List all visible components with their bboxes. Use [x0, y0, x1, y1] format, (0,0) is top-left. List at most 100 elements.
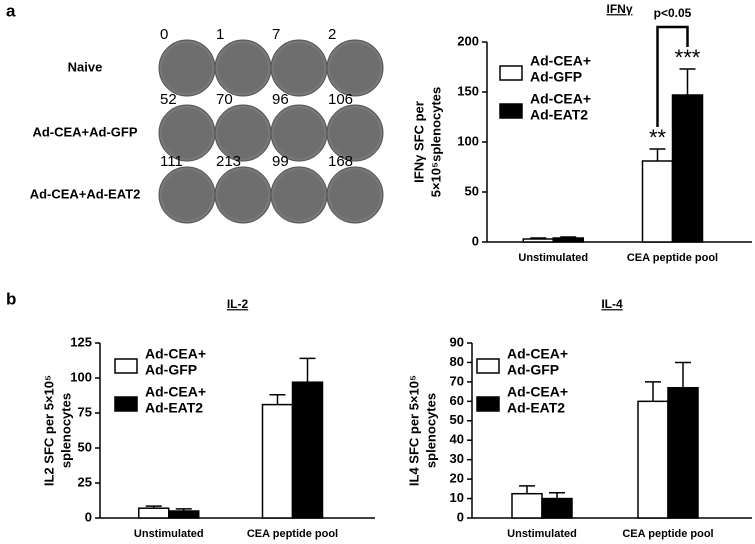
spot-count: 1	[216, 26, 224, 43]
legend-swatch	[476, 358, 500, 374]
bracket	[656, 25, 689, 127]
chart-title: IL-2	[227, 297, 249, 311]
y-tick-label: 0	[457, 509, 464, 524]
well-inner	[218, 43, 268, 93]
spot-count: 52	[160, 91, 177, 108]
legend-label: Ad-EAT2	[507, 400, 565, 416]
well-inner	[162, 43, 212, 93]
x-tick-label: Unstimulated	[134, 528, 204, 540]
well-inner	[330, 43, 380, 93]
spot-count: 7	[272, 26, 280, 43]
error-bar	[175, 508, 192, 511]
x-tick-label: CEA peptide pool	[627, 252, 718, 264]
legend-label: Ad-EAT2	[530, 107, 588, 123]
panel-label: b	[6, 289, 16, 308]
error-bar	[530, 237, 547, 239]
panel-label: a	[6, 1, 16, 20]
legend-label: Ad-CEA+	[507, 346, 568, 362]
y-tick-label: 90	[450, 334, 464, 349]
legend-label: Ad-CEA+	[507, 384, 568, 400]
bar	[511, 492, 543, 519]
error-bar	[145, 505, 162, 509]
legend-label: Ad-CEA+	[530, 91, 591, 107]
error-bar	[649, 148, 666, 161]
bar	[552, 237, 584, 243]
error-bar	[269, 394, 286, 405]
annotation: **	[649, 125, 667, 150]
bar	[541, 497, 573, 519]
bar	[637, 400, 669, 519]
annotation: p<0.05	[654, 6, 692, 20]
chart-title: IFNγ	[606, 2, 632, 16]
x-tick-label: Unstimulated	[507, 528, 577, 540]
well-inner	[274, 170, 324, 220]
legend-label: Ad-GFP	[530, 69, 582, 85]
legend-swatch	[114, 358, 138, 374]
y-tick-label: 0	[85, 509, 92, 524]
y-tick-label: 10	[450, 490, 464, 505]
well-inner	[162, 170, 212, 220]
error-bar	[560, 236, 577, 238]
spot-count: 168	[328, 153, 353, 170]
y-tick-label: 30	[450, 451, 464, 466]
error-bar	[549, 491, 565, 499]
bar	[261, 403, 294, 519]
bar	[641, 160, 674, 243]
spot-count: 111	[160, 153, 183, 170]
error-bar	[519, 485, 535, 494]
y-tick-label: 70	[450, 373, 464, 388]
y-tick-label: 75	[78, 404, 92, 419]
bar	[168, 510, 200, 519]
legend-swatch	[114, 396, 138, 412]
y-tick-label: 60	[450, 393, 464, 408]
y-tick-label: 0	[472, 233, 479, 248]
y-tick-label: 25	[78, 474, 92, 489]
x-tick-label: Unstimulated	[518, 252, 588, 264]
y-tick-label: 80	[450, 354, 464, 369]
well-inner	[218, 170, 268, 220]
y-axis-label: IL4 SFC per 5×10⁵	[406, 375, 421, 486]
error-bar	[299, 357, 316, 383]
y-tick-label: 125	[70, 334, 92, 349]
legend-label: Ad-GFP	[145, 362, 197, 378]
y-tick-label: 50	[450, 412, 464, 427]
spot-count: 106	[328, 91, 353, 108]
y-tick-label: 100	[70, 369, 92, 384]
well-inner	[330, 170, 380, 220]
x-tick-label: CEA peptide pool	[622, 528, 713, 540]
legend-label: Ad-CEA+	[145, 346, 206, 362]
bar	[667, 386, 699, 519]
well-inner	[218, 108, 268, 158]
spot-count: 0	[160, 26, 168, 43]
well-inner	[162, 108, 212, 158]
y-tick-label: 150	[457, 83, 479, 98]
error-bar	[679, 68, 696, 95]
legend-swatch	[499, 103, 523, 119]
y-axis-label: IFNγ SFC per	[411, 101, 426, 183]
y-axis-label: 5×10⁵splenocytes	[428, 87, 443, 198]
row-label: Ad-CEA+Ad-EAT2	[30, 186, 141, 201]
bar	[138, 507, 170, 519]
bar	[291, 381, 324, 519]
y-tick-label: 50	[465, 183, 479, 198]
well-inner	[274, 108, 324, 158]
y-axis-label: splenocytes	[423, 393, 438, 468]
x-tick-label: CEA peptide pool	[247, 528, 338, 540]
spot-count: 96	[272, 91, 289, 108]
well-inner	[330, 108, 380, 158]
legend-label: Ad-CEA+	[530, 53, 591, 69]
spot-count: 99	[272, 153, 289, 170]
spot-count: 213	[216, 153, 241, 170]
y-axis-label: IL2 SFC per 5×10⁵	[41, 375, 56, 486]
legend-swatch	[499, 65, 523, 81]
y-axis-label: splenocytes	[58, 393, 73, 468]
well-inner	[274, 43, 324, 93]
legend-swatch	[476, 396, 500, 412]
legend-label: Ad-GFP	[507, 362, 559, 378]
bar	[522, 238, 554, 243]
y-tick-label: 20	[450, 471, 464, 486]
row-label: Naive	[68, 59, 103, 74]
y-tick-label: 50	[78, 439, 92, 454]
